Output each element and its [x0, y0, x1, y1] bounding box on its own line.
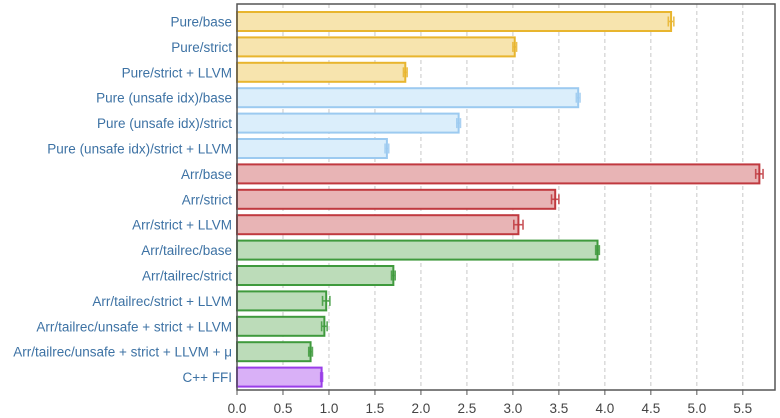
- error-bar: [667, 16, 675, 27]
- category-label: Pure/strict: [171, 40, 232, 55]
- error-bar: [321, 295, 331, 306]
- x-tick-label: 3.5: [549, 401, 568, 416]
- category-label: Arr/tailrec/unsafe + strict + LLVM: [36, 319, 232, 334]
- error-bar: [513, 219, 524, 230]
- x-tick-label: 2.5: [458, 401, 477, 416]
- category-label: Pure (unsafe idx)/base: [96, 91, 232, 106]
- bar: [236, 138, 388, 159]
- error-bar: [402, 67, 408, 78]
- error-bar: [320, 321, 328, 332]
- error-bar: [754, 168, 764, 179]
- category-label: Arr/strict: [182, 192, 232, 207]
- bar: [236, 11, 673, 32]
- bar: [236, 214, 520, 236]
- bars: [236, 11, 764, 388]
- error-bar: [307, 346, 314, 357]
- x-tick-label: 1.0: [320, 401, 339, 416]
- category-label: Arr/base: [181, 167, 232, 182]
- category-label: Arr/tailrec/strict + LLVM: [92, 294, 232, 309]
- x-tick-label: 1.5: [366, 401, 385, 416]
- error-bar: [575, 92, 581, 103]
- category-labels: Pure/base Pure/strict Pure/strict + LLVM Pu…: [13, 15, 232, 386]
- bar: [236, 366, 323, 388]
- bar: [236, 87, 580, 109]
- x-tick-label: 4.0: [595, 401, 614, 416]
- category-label: Pure/base: [170, 15, 232, 30]
- bar: [236, 188, 557, 210]
- category-label: Arr/strict + LLVM: [132, 218, 232, 233]
- error-bar: [512, 41, 518, 52]
- x-tick-label: 3.0: [504, 401, 523, 416]
- x-tick-label: 5.0: [687, 401, 706, 416]
- plot-frame: [236, 3, 776, 391]
- error-bar: [594, 245, 601, 256]
- bar: [236, 112, 460, 134]
- bar: [236, 265, 395, 286]
- category-label: Arr/tailrec/unsafe + strict + LLVM + μ: [13, 345, 232, 360]
- x-tick-label: 0.5: [274, 401, 293, 416]
- x-axis-ticks: 0.0 0.5 1.0 1.5 2.0 2.5 3.0 3.5 4.0 4.5 5.0 5.5: [228, 390, 752, 416]
- category-label: Pure/strict + LLVM: [122, 65, 232, 80]
- error-bar: [384, 143, 390, 154]
- bar: [236, 290, 328, 312]
- bar: [236, 341, 312, 363]
- category-label: Pure (unsafe idx)/strict + LLVM: [47, 142, 232, 157]
- category-label: Arr/tailrec/strict: [142, 269, 232, 284]
- error-bar: [455, 118, 462, 129]
- category-label: Arr/tailrec/base: [141, 243, 232, 258]
- x-tick-label: 5.5: [733, 401, 752, 416]
- x-tick-label: 4.5: [641, 401, 660, 416]
- bar: [236, 61, 407, 83]
- category-label: Pure (unsafe idx)/strict: [97, 116, 232, 131]
- x-tick-label: 0.0: [228, 401, 247, 416]
- bar: [236, 239, 599, 261]
- bar: [236, 315, 326, 337]
- category-label: C++ FFI: [182, 370, 232, 385]
- bar: [236, 163, 761, 185]
- error-bar: [550, 194, 560, 205]
- error-bar: [319, 372, 324, 383]
- error-bar: [390, 270, 396, 281]
- bar: [236, 36, 516, 58]
- x-tick-label: 2.0: [412, 401, 431, 416]
